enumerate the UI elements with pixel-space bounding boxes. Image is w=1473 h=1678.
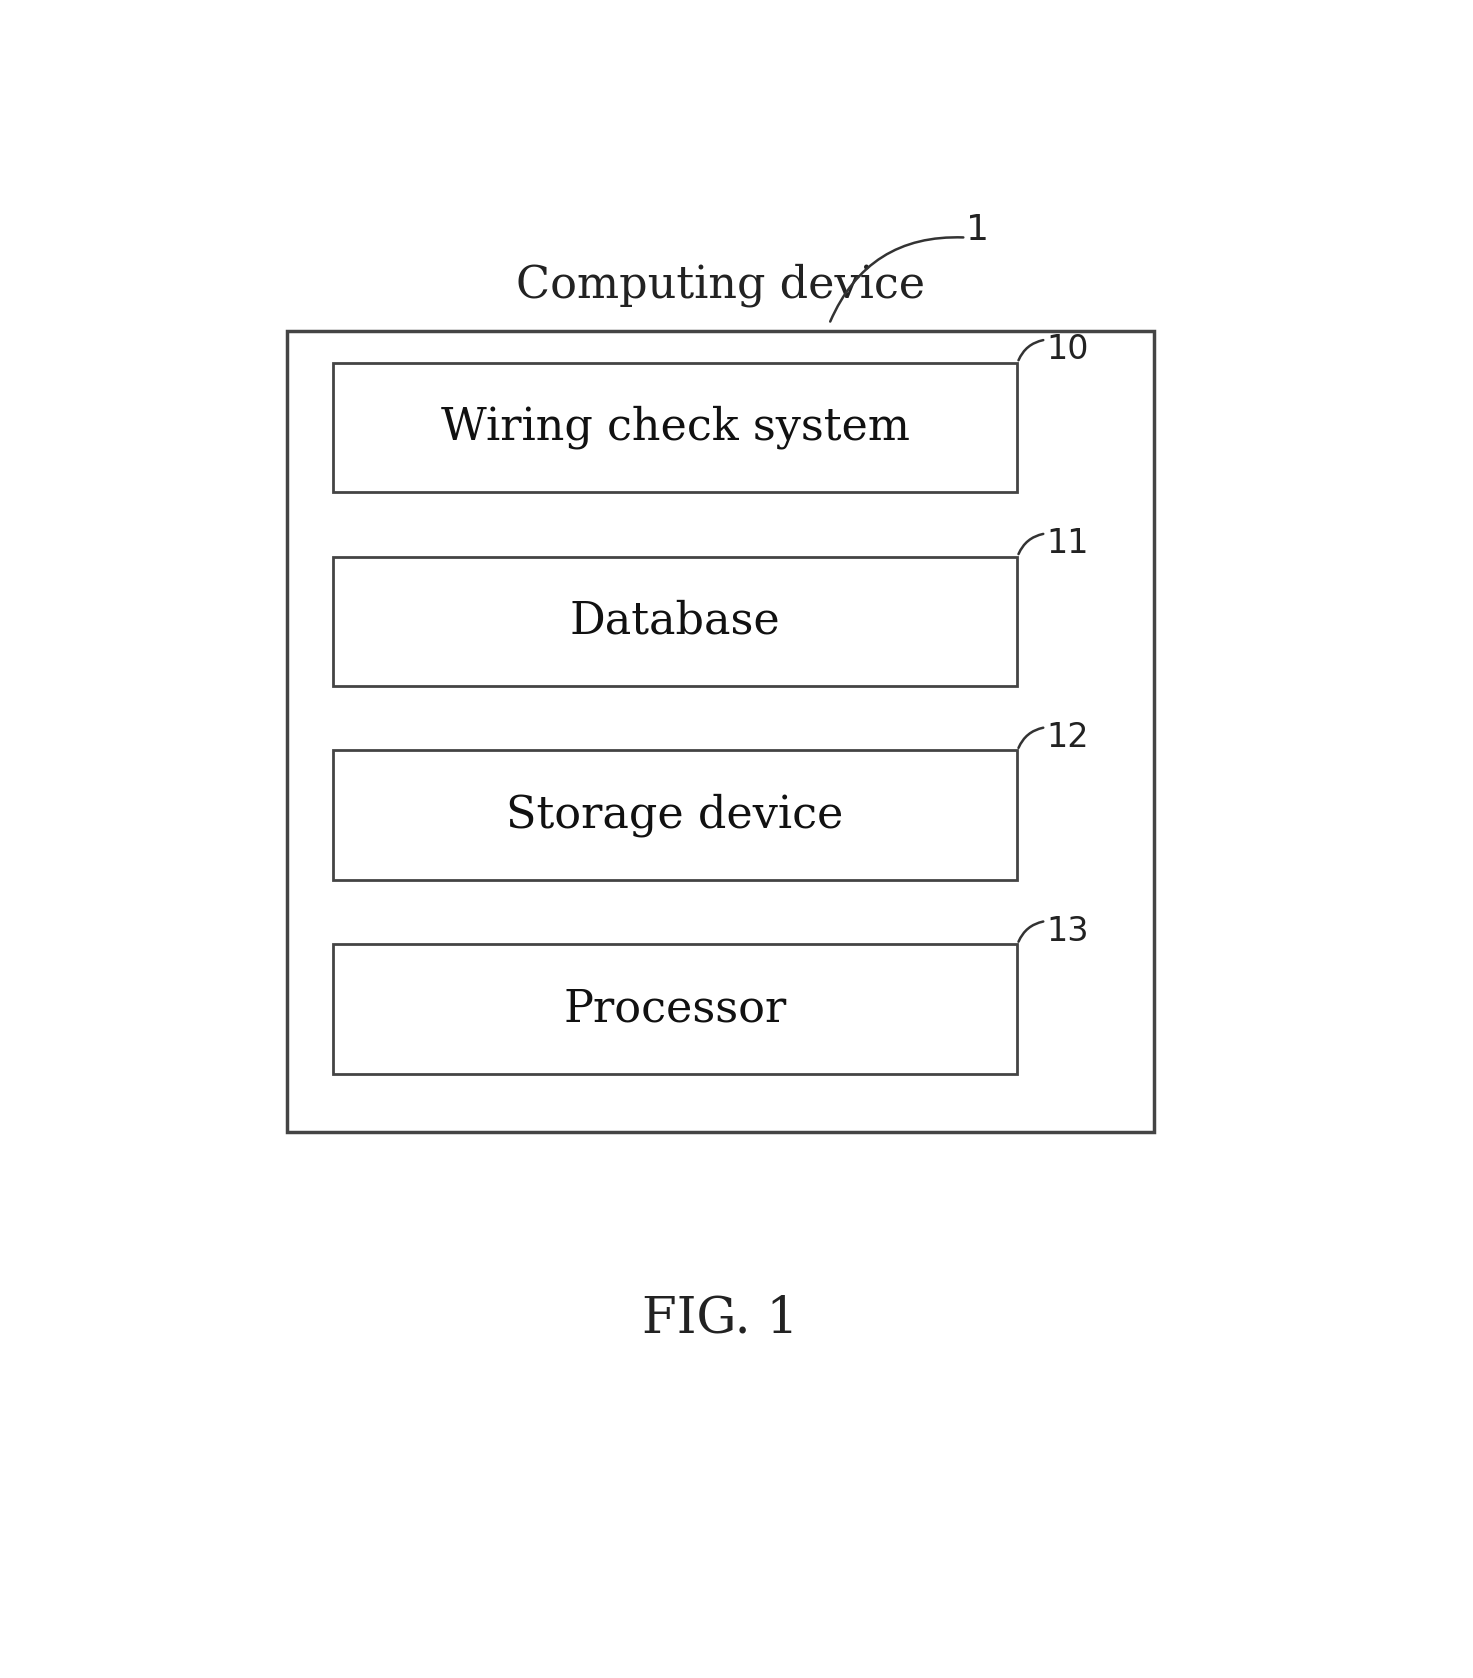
Text: 11: 11 — [1046, 527, 1089, 560]
Text: 12: 12 — [1046, 722, 1089, 753]
Bar — [333, 750, 1018, 879]
Text: Processor: Processor — [563, 987, 787, 1030]
Text: Storage device: Storage device — [507, 794, 844, 837]
Bar — [287, 331, 1155, 1131]
Text: Database: Database — [570, 599, 781, 643]
Text: Computing device: Computing device — [516, 263, 925, 307]
Text: Wiring check system: Wiring check system — [440, 406, 909, 450]
Text: 1: 1 — [966, 213, 988, 247]
Text: FIG. 1: FIG. 1 — [642, 1294, 798, 1344]
Text: 13: 13 — [1046, 915, 1089, 948]
Bar — [333, 362, 1018, 492]
Bar — [333, 945, 1018, 1074]
Text: 10: 10 — [1046, 334, 1089, 366]
Bar — [333, 557, 1018, 686]
